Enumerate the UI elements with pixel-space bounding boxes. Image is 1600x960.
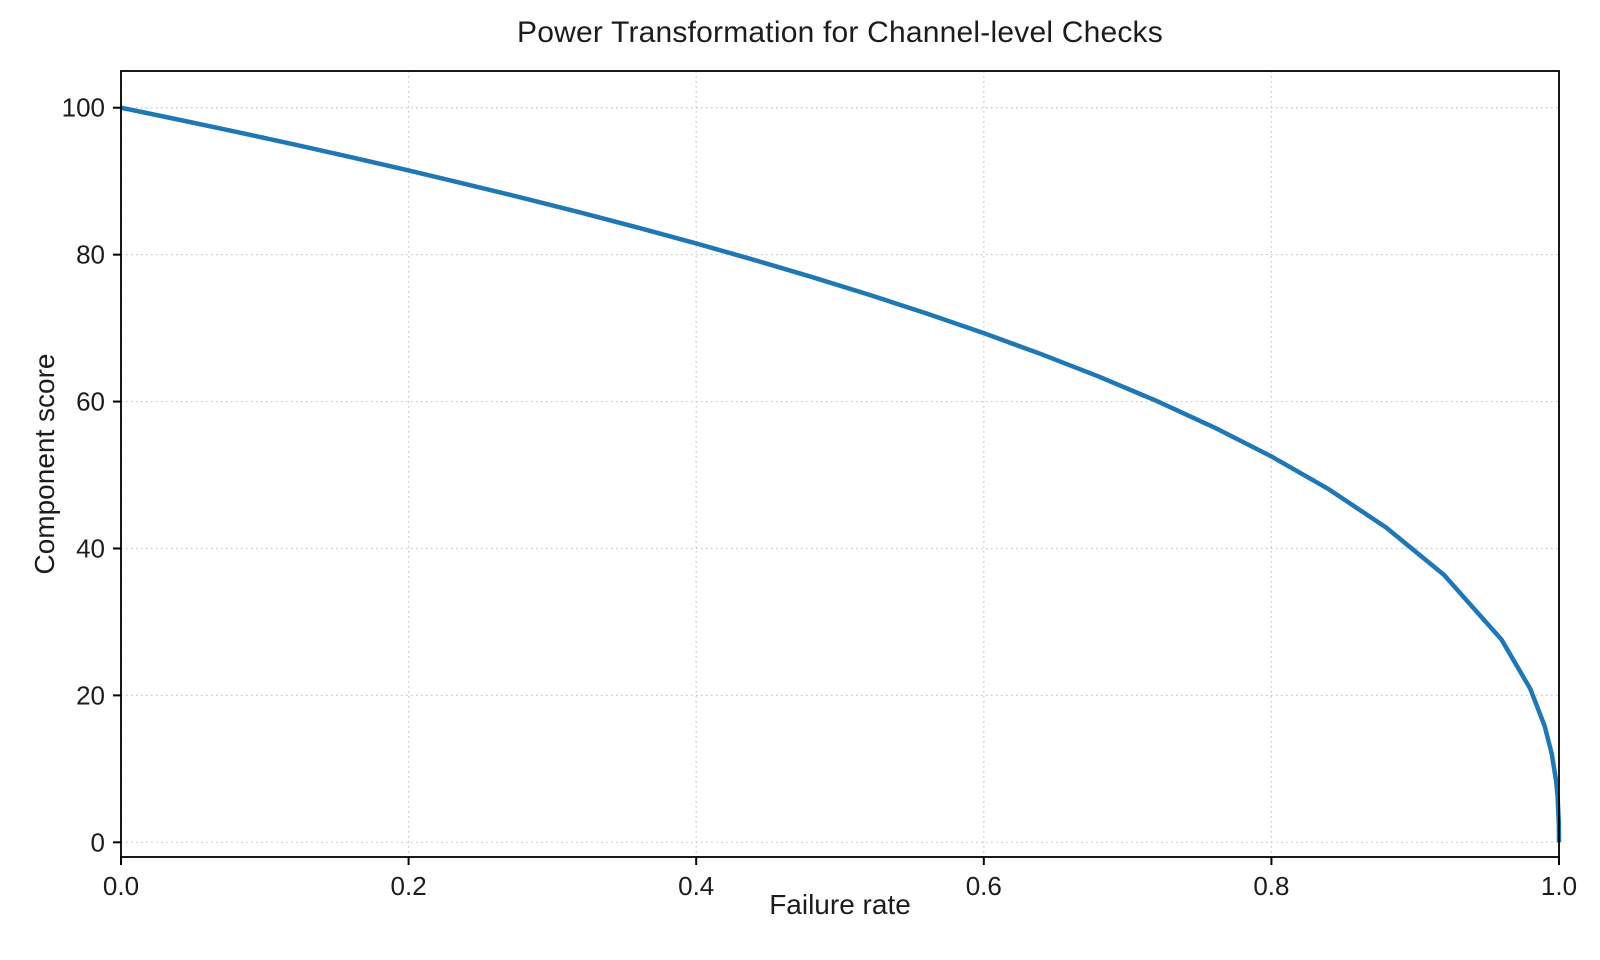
plot-frame xyxy=(120,70,1560,858)
y-tick-label: 40 xyxy=(76,533,105,563)
series-line xyxy=(120,105,1562,843)
x-tick-label: 1.0 xyxy=(1541,871,1577,901)
axis-ticks xyxy=(113,106,1560,865)
x-tick-label: 0.2 xyxy=(391,871,427,901)
y-tick-label: 100 xyxy=(62,93,105,123)
y-tick-label: 0 xyxy=(91,827,105,857)
y-tick-label: 20 xyxy=(76,680,105,710)
chart-title: Power Transformation for Channel-level C… xyxy=(517,16,1163,49)
y-tick-label: 80 xyxy=(76,240,105,270)
y-tick-label: 60 xyxy=(76,387,105,417)
x-tick-label: 0.0 xyxy=(103,871,139,901)
x-tick-label: 0.4 xyxy=(678,871,714,901)
tick-labels: 0.0 0.2 0.4 0.6 0.8 1.0 0 20 40 60 80 100 xyxy=(62,93,1577,901)
x-tick-label: 0.6 xyxy=(966,871,1002,901)
x-tick-label: 0.8 xyxy=(1253,871,1289,901)
gridlines xyxy=(120,71,1560,857)
x-axis-label: Failure rate xyxy=(769,889,911,920)
